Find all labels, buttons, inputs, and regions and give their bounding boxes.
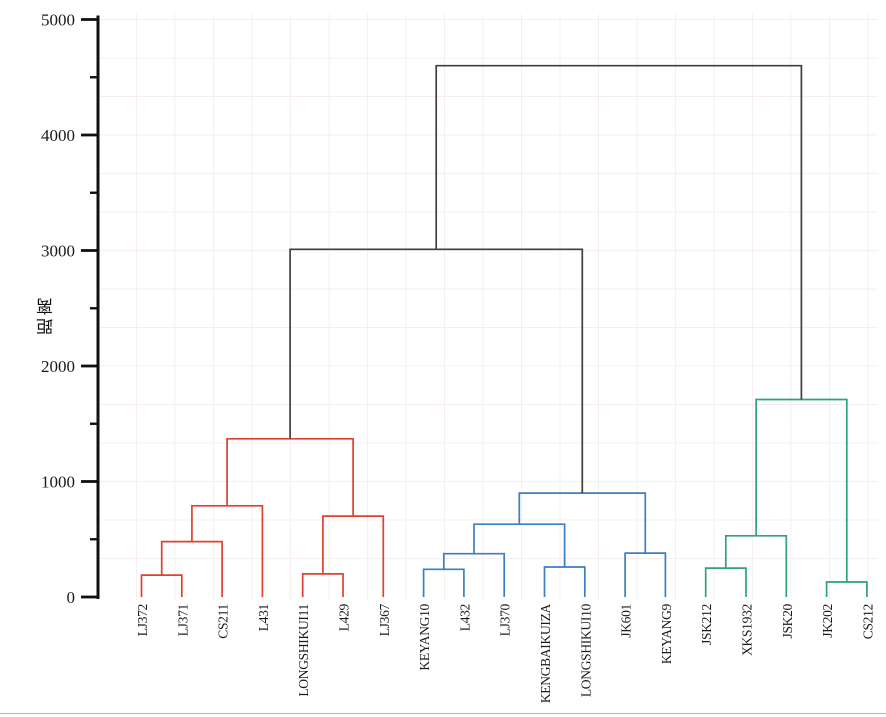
dendrogram-link [322, 515, 385, 597]
leaf-label: JK202 [820, 604, 835, 638]
dendrogram-link [724, 534, 788, 597]
y-axis-title: 距离 [37, 295, 56, 335]
dendrogram-link [435, 64, 803, 400]
leaf-label: JK601 [619, 604, 634, 638]
dendrogram-link [704, 567, 747, 597]
leaf-label: LJ370 [498, 603, 513, 636]
dendrogram-link [825, 581, 868, 597]
leaf-label: L431 [256, 604, 271, 631]
dendrogram-link [442, 552, 506, 597]
leaf-label: L432 [457, 604, 472, 631]
y-tick-label: 4000 [41, 126, 75, 145]
dendrogram-link [422, 568, 465, 597]
leaf-label: XKS1932 [740, 604, 755, 656]
leaf-label: KENGBAIKUIZA [538, 603, 553, 703]
dendrogram-link [543, 566, 586, 597]
leaf-label: LJ371 [175, 604, 190, 636]
y-tick-label: 5000 [41, 11, 75, 30]
leaf-label: JSK20 [780, 603, 795, 638]
y-tick-label: 2000 [41, 357, 75, 376]
y-tick-label: 0 [67, 588, 76, 607]
dendrogram-link [301, 573, 344, 597]
dendrogram-link [624, 552, 667, 597]
leaf-label: KEYANG9 [659, 603, 674, 664]
dendrogram-link [473, 523, 566, 567]
dendrogram-link [518, 492, 647, 554]
leaf-label: KEYANG10 [417, 603, 432, 670]
leaf-label: CS211 [216, 604, 231, 639]
y-tick-label: 1000 [41, 473, 75, 492]
leaf-label: LONGSHIKUI11 [296, 604, 311, 697]
dendrogram-link [289, 248, 584, 494]
leaf-label: JSK212 [699, 604, 714, 645]
leaf-label: LJ367 [377, 603, 392, 636]
leaf-label: LONGSHIKUI10 [578, 603, 593, 697]
leaf-label: CS212 [860, 604, 875, 639]
dendrogram-link [755, 398, 848, 582]
y-tick-label: 3000 [41, 242, 75, 261]
dendrogram-link [140, 574, 183, 597]
leaf-label: L429 [337, 603, 352, 631]
window-bottom-border [0, 713, 886, 714]
leaf-label: LJ372 [135, 604, 150, 636]
